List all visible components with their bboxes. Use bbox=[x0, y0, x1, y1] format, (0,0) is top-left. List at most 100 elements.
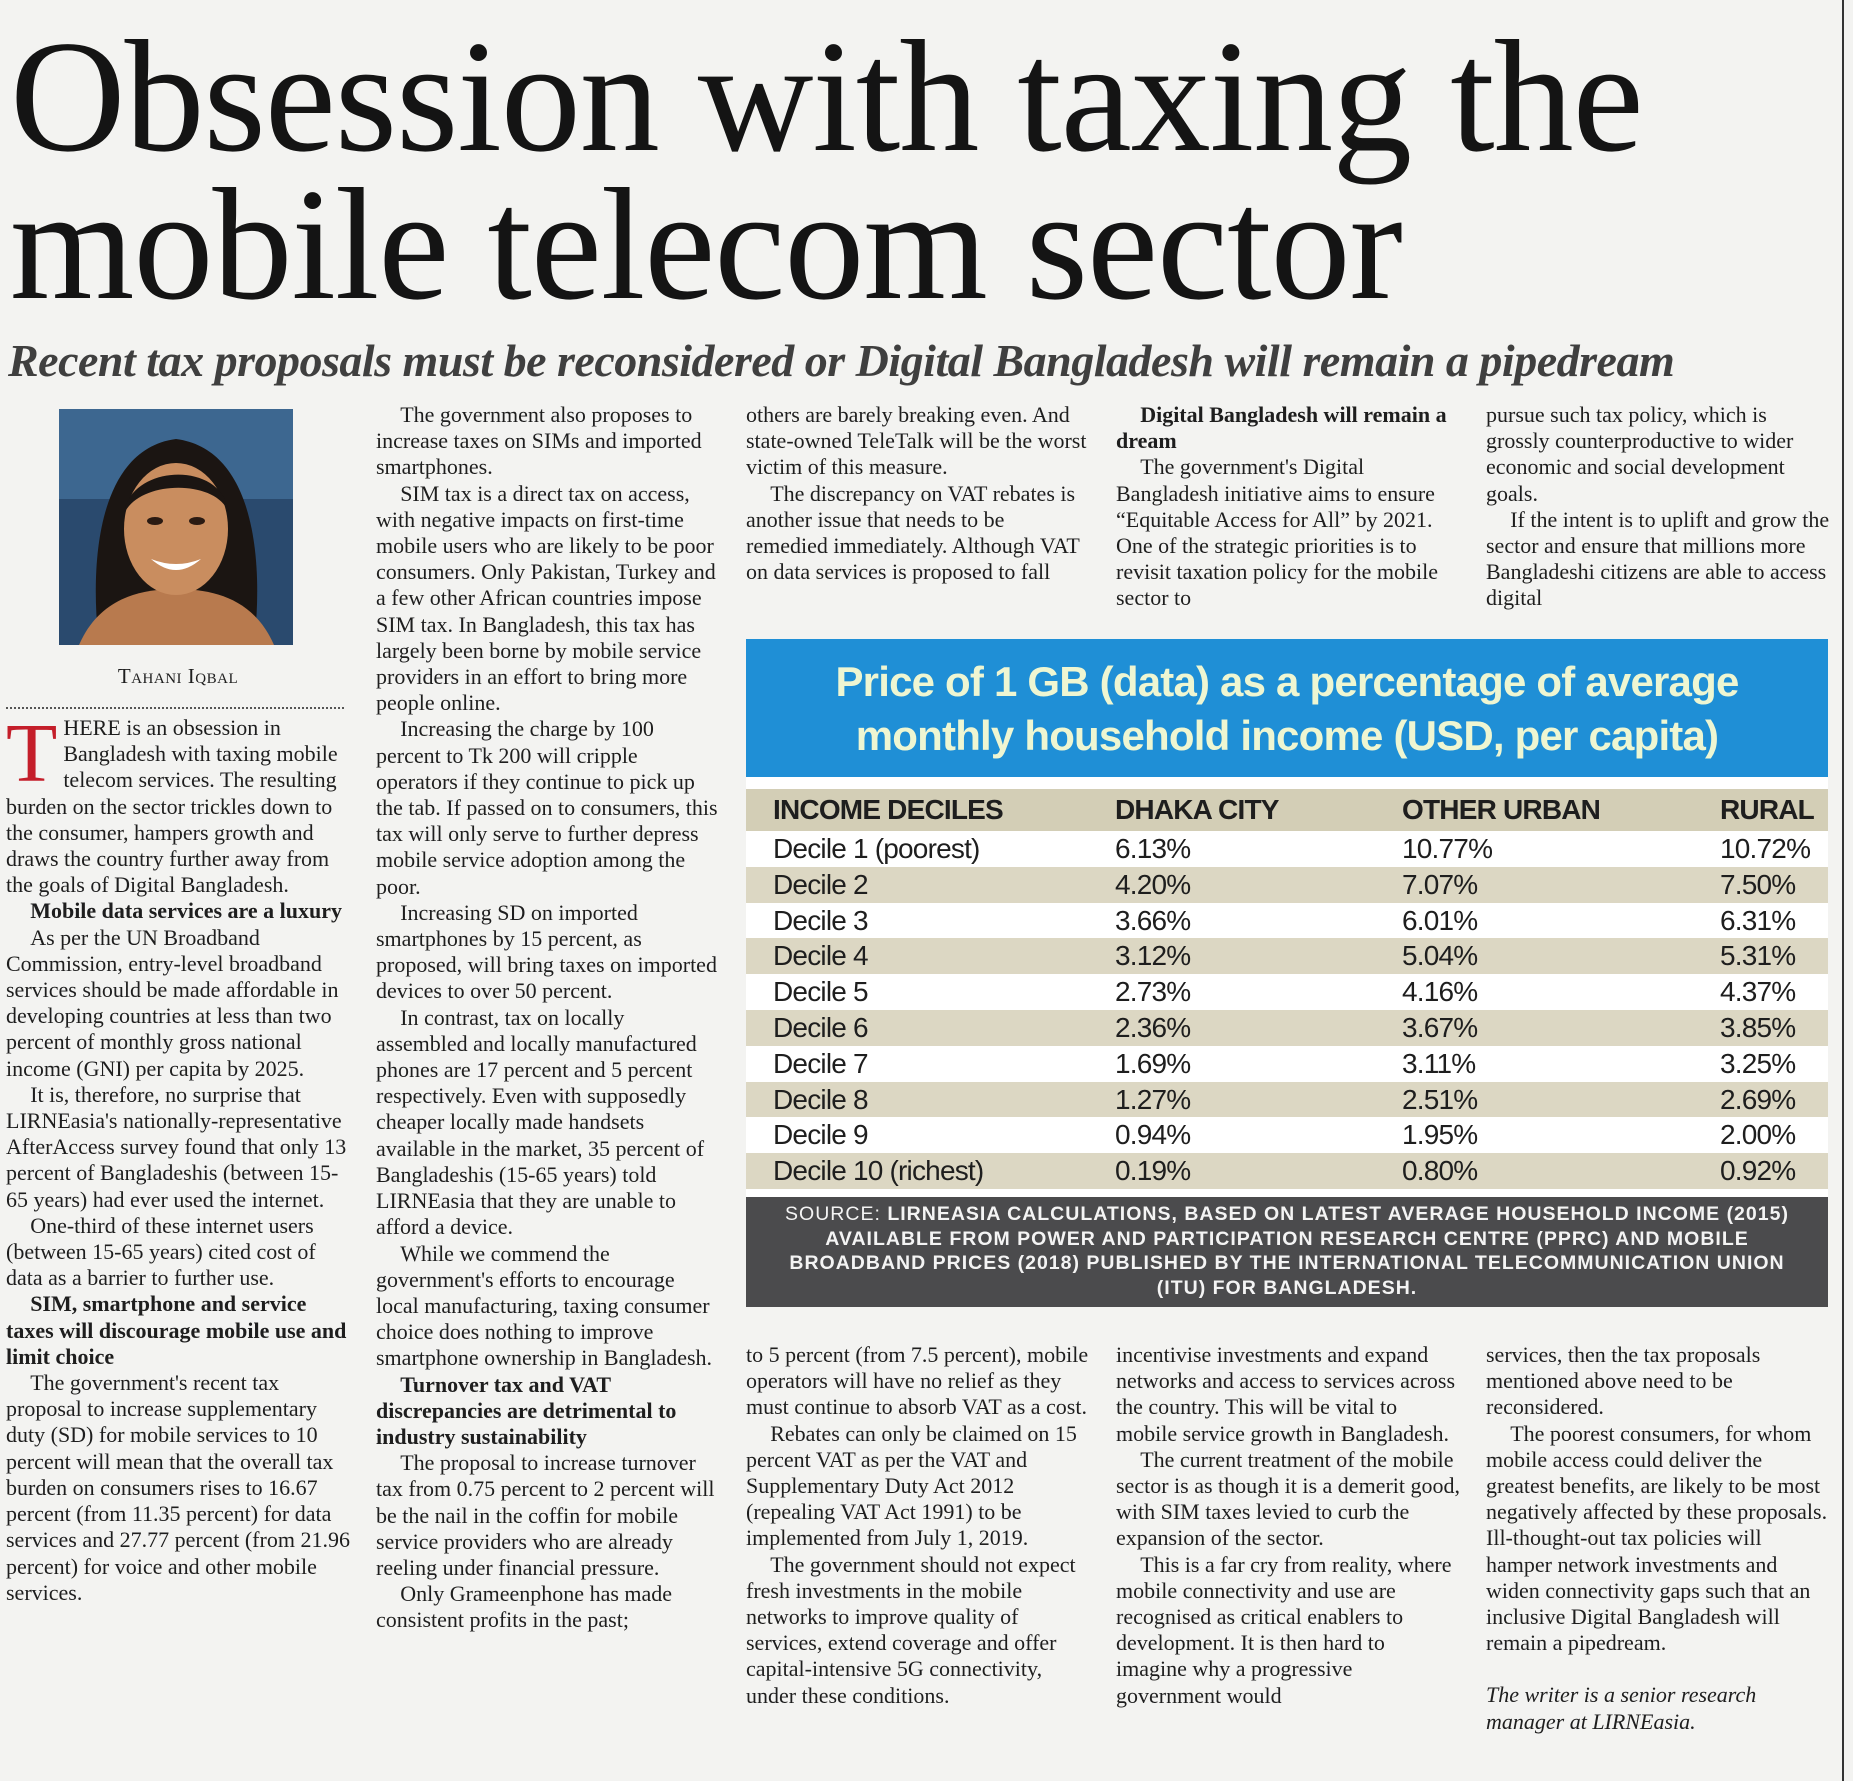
table-cell: Decile 3 bbox=[773, 904, 869, 936]
paragraph-dropcap: THERE is an obsession in Bangladesh with… bbox=[6, 707, 338, 898]
author-photo bbox=[59, 409, 293, 645]
paragraph-body: This is a far cry from reality, where mo… bbox=[1116, 1551, 1452, 1708]
table-cell: Decile 2 bbox=[773, 868, 869, 900]
table-cell: Decile 9 bbox=[773, 1119, 869, 1151]
paragraph-body: Rebates can only be claimed on 15 percen… bbox=[746, 1420, 1077, 1551]
table-cell: 3.66% bbox=[1115, 904, 1191, 936]
paragraph-body: It is, therefore, no surprise that LIRNE… bbox=[6, 1081, 347, 1212]
paragraph-continued: services, then the tax proposals mention… bbox=[1486, 1342, 1761, 1420]
table-header: INCOME DECILES DHAKA CITY OTHER URBAN RURAL bbox=[746, 789, 1828, 831]
paragraph-body: In contrast, tax on locally assembled an… bbox=[376, 1004, 705, 1240]
paragraph-continued: incentivise investments and expand netwo… bbox=[1116, 1342, 1456, 1446]
paragraph-note: The writer is a senior research manager … bbox=[1486, 1682, 1757, 1734]
table-row: Decile 10 (richest) 0.19% 0.80% 0.92% bbox=[746, 1153, 1828, 1189]
page-rule bbox=[1842, 0, 1844, 1781]
paragraph-continued: others are barely breaking even. And sta… bbox=[746, 402, 1087, 480]
table-cell: 2.73% bbox=[1115, 976, 1191, 1008]
table-cell: 2.36% bbox=[1115, 1012, 1191, 1043]
table-row: Decile 1 (poorest) 6.13% 10.77% 10.72% bbox=[746, 831, 1828, 867]
table-cell: 4.16% bbox=[1402, 976, 1478, 1008]
table-cell: 1.27% bbox=[1115, 1083, 1191, 1115]
table-cell: 0.19% bbox=[1115, 1155, 1191, 1187]
table-cell: 3.67% bbox=[1402, 1012, 1478, 1043]
author-name: Tahani Iqbal bbox=[117, 664, 239, 688]
column-header: OTHER URBAN bbox=[1402, 794, 1601, 825]
table-cell: 5.04% bbox=[1402, 940, 1478, 972]
table-row: Decile 7 1.69% 3.11% 3.25% bbox=[746, 1046, 1828, 1082]
paragraph-heading: Digital Bangladesh will remain a dream bbox=[1116, 402, 1447, 454]
column-header: RURAL bbox=[1720, 794, 1815, 825]
table-row: Decile 3 3.66% 6.01% 6.31% bbox=[746, 903, 1828, 939]
column: Digital Bangladesh will remain a dream Th… bbox=[1116, 402, 1460, 612]
column-header: DHAKA CITY bbox=[1115, 794, 1279, 825]
table-row: Decile 4 3.12% 5.04% 5.31% bbox=[746, 938, 1828, 975]
table-cell: 6.31% bbox=[1720, 904, 1796, 936]
table-cell: Decile 10 (richest) bbox=[773, 1155, 984, 1187]
column: to 5 percent (from 7.5 percent), mobile … bbox=[746, 1342, 1090, 1709]
column: The government also proposes to increase… bbox=[376, 402, 720, 1634]
table-cell: 10.72% bbox=[1720, 833, 1811, 864]
table-cell: 7.07% bbox=[1402, 868, 1478, 900]
table-cell: Decile 4 bbox=[773, 940, 869, 972]
paragraph-body: The proposal to increase turnover tax fr… bbox=[376, 1450, 715, 1580]
paragraph-body: The government should not expect fresh i… bbox=[746, 1551, 1076, 1708]
table-cell: Decile 7 bbox=[773, 1047, 869, 1079]
paragraph-heading: Turnover tax and VAT discrepancies are d… bbox=[376, 1371, 677, 1449]
table-cell: 0.92% bbox=[1720, 1155, 1796, 1187]
table-row: Decile 6 2.36% 3.67% 3.85% bbox=[746, 1010, 1828, 1046]
paragraph-body: If the intent is to uplift and grow the … bbox=[1486, 506, 1830, 611]
table-cell: 7.50% bbox=[1720, 868, 1796, 900]
column-header: INCOME DECILES bbox=[773, 794, 1004, 825]
table-cell: 1.95% bbox=[1402, 1119, 1478, 1151]
table-cell: Decile 8 bbox=[773, 1083, 869, 1115]
table-cell: 4.20% bbox=[1115, 868, 1191, 900]
paragraph-body: Increasing SD on imported smartphones by… bbox=[376, 899, 717, 1004]
table-cell: 2.51% bbox=[1402, 1083, 1478, 1115]
paragraph-heading: SIM, smartphone and service taxes will d… bbox=[6, 1291, 347, 1369]
subheadline: Recent tax proposals must be reconsidere… bbox=[8, 335, 1675, 386]
table-cell: 5.31% bbox=[1720, 940, 1796, 972]
table-row: Decile 5 2.73% 4.16% 4.37% bbox=[746, 974, 1828, 1010]
paragraph-body: The poorest consumers, for whom mobile a… bbox=[1486, 1420, 1828, 1656]
table-cell: 3.25% bbox=[1720, 1047, 1796, 1079]
table-cell: 0.80% bbox=[1402, 1155, 1478, 1187]
table-cell: 3.11% bbox=[1402, 1047, 1476, 1079]
table-cell: 6.01% bbox=[1402, 904, 1478, 936]
column: incentivise investments and expand netwo… bbox=[1116, 1342, 1460, 1709]
divider bbox=[6, 707, 344, 709]
table-cell: Decile 5 bbox=[773, 976, 869, 1008]
table-row: Decile 8 1.27% 2.51% 2.69% bbox=[746, 1081, 1828, 1118]
paragraph-body: One-third of these internet users (betwe… bbox=[6, 1212, 316, 1291]
paragraph-body: The discrepancy on VAT rebates is anothe… bbox=[746, 480, 1080, 585]
table-cell: Decile 6 bbox=[773, 1012, 869, 1043]
table-cell: Decile 1 (poorest) bbox=[773, 833, 980, 864]
paragraph-body: As per the UN Broadband Commission, entr… bbox=[6, 924, 339, 1081]
table-cell: 4.37% bbox=[1720, 976, 1796, 1008]
paragraph-body: Only Grameenphone has made consistent pr… bbox=[376, 1581, 673, 1633]
table-cell: 2.69% bbox=[1720, 1083, 1796, 1115]
paragraph-body: SIM tax is a direct tax on access, with … bbox=[376, 480, 716, 716]
paragraph-body: The government also proposes to increase… bbox=[376, 402, 702, 480]
paragraph-body: The government's recent tax proposal to … bbox=[6, 1370, 350, 1605]
headline: Obsession with taxing the mobile telecom… bbox=[10, 7, 1644, 333]
table-cell: 3.12% bbox=[1115, 940, 1191, 972]
table-cell: 1.69% bbox=[1115, 1047, 1191, 1079]
paragraph-body: The government's Digital Bangladesh init… bbox=[1116, 454, 1438, 611]
column: THERE is an obsession in Bangladesh with… bbox=[6, 707, 350, 1606]
table-cell: 3.85% bbox=[1720, 1012, 1796, 1043]
table-cell: 2.00% bbox=[1720, 1119, 1796, 1151]
paragraph-body: While we commend the government's effort… bbox=[376, 1240, 713, 1371]
paragraph-heading: Mobile data services are a luxury bbox=[30, 898, 343, 924]
paragraph-body: Increasing the charge by 100 percent to … bbox=[376, 716, 718, 899]
table-cell: 0.94% bbox=[1115, 1119, 1191, 1151]
source-label: SOURCE: bbox=[785, 1203, 881, 1225]
column: services, then the tax proposals mention… bbox=[1486, 1342, 1830, 1735]
data-table: Price of 1 GB (data) as a percentage of … bbox=[746, 639, 1828, 1307]
table-title: Price of 1 GB (data) as a percentage of … bbox=[746, 639, 1828, 777]
table-cell: 10.77% bbox=[1402, 833, 1493, 864]
paragraph-continued: to 5 percent (from 7.5 percent), mobile … bbox=[746, 1342, 1089, 1420]
table-row: Decile 2 4.20% 7.07% 7.50% bbox=[746, 866, 1828, 903]
column: pursue such tax policy, which is grossly… bbox=[1486, 402, 1830, 612]
paragraph-body: The current treatment of the mobile sect… bbox=[1116, 1446, 1460, 1551]
